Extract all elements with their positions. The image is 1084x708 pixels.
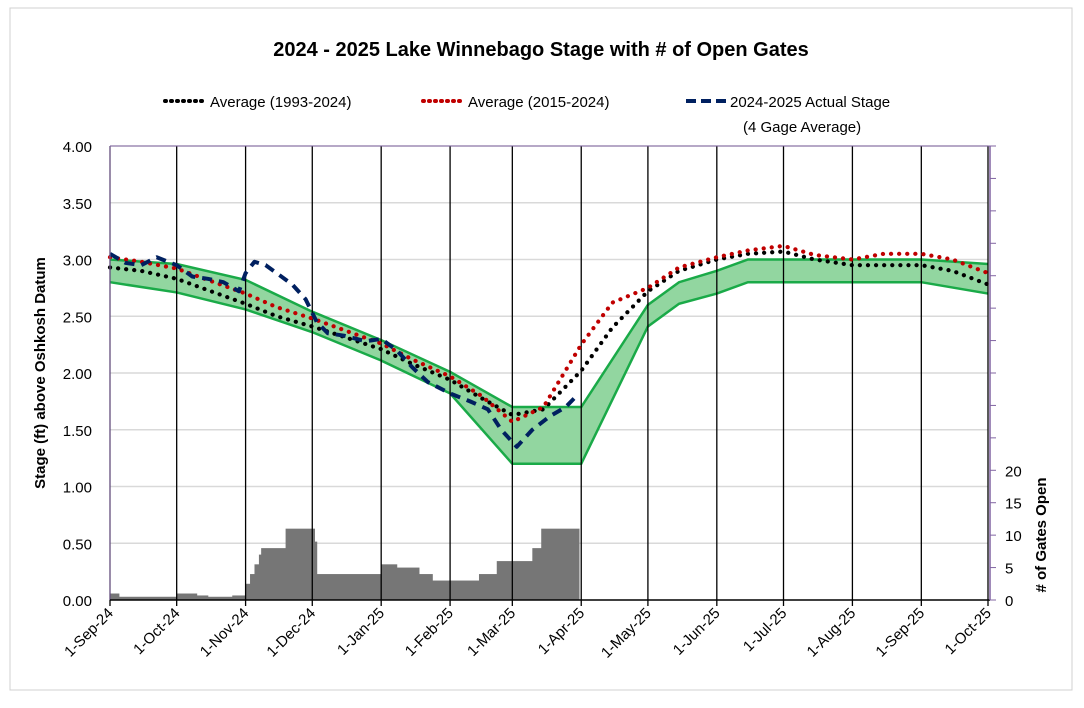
gates-bar [418,574,433,600]
y-tick-label: 1.50 [63,423,92,440]
gates-bar [316,574,382,600]
series-line-0 [107,249,991,418]
target-band-lower [109,280,989,466]
legend-label-actual: 2024-2025 Actual Stage [730,94,890,111]
gates-bar [176,593,198,600]
gates-bar [118,596,178,600]
gates-bar [496,561,533,600]
legend-label-avg-1993: Average (1993-2024) [210,94,352,111]
gates-bar [314,541,318,600]
y2-axis-title: # of Gates Open [1033,477,1050,592]
gates-bar [196,595,209,600]
legend-label-avg-2015: Average (2015-2024) [468,94,610,111]
y2-tick-label: 10 [1005,528,1022,545]
y2-tick-label: 15 [1005,496,1022,513]
target-band-upper [109,258,989,409]
y-tick-label: 0.50 [63,536,92,553]
gates-bar [254,564,260,600]
gates-bar [432,580,480,600]
y2-tick-label: 0 [1005,593,1013,610]
y-tick-label: 0.00 [63,593,92,610]
y-tick-label: 4.00 [63,139,92,156]
gates-bar [285,528,315,600]
y-axis-title: Stage (ft) above Oshkosh Datum [32,257,49,489]
y-tick-label: 1.00 [63,480,92,497]
gates-bar [245,583,251,600]
series-line-2 [108,252,576,449]
y-tick-label: 3.00 [63,253,92,270]
gates-bar [541,528,580,600]
y2-tick-label: 5 [1005,561,1013,578]
gates-bar [207,596,233,600]
gates-bar [250,574,255,600]
legend: Average (1993-2024) Average (2015-2024) … [163,94,890,136]
y-tick-label: 2.50 [63,309,92,326]
y-tick-label: 3.50 [63,196,92,213]
legend-label-actual-line2: (4 Gage Average) [743,119,861,136]
gates-bar [261,548,287,600]
gates-bar [396,567,420,600]
gates-bar [232,595,247,600]
gates-bar [258,554,262,600]
gates-bar [110,593,120,600]
series-line-1 [107,243,991,424]
y-tick-label: 2.00 [63,366,92,383]
target-band [110,259,988,464]
gates-bar [381,564,398,600]
y2-tick-label: 20 [1005,463,1022,480]
gates-bar [478,574,498,600]
chart-title: 2024 - 2025 Lake Winnebago Stage with # … [273,39,809,61]
gates-bar [532,548,542,600]
